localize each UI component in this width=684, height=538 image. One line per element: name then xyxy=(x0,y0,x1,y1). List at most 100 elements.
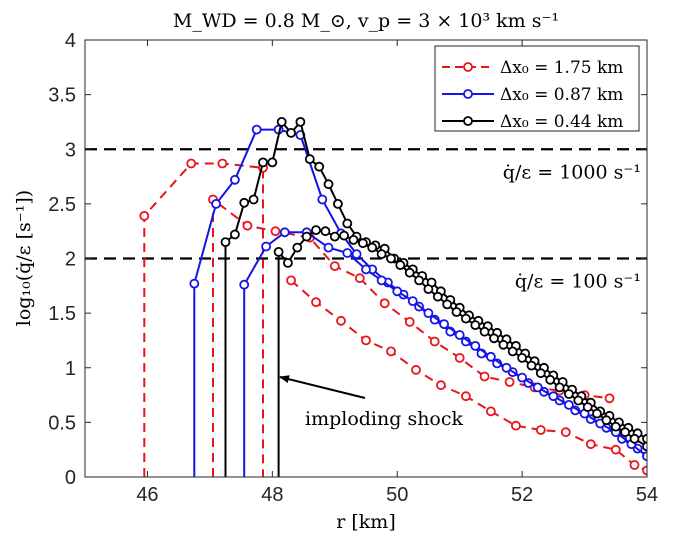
data-point xyxy=(314,161,325,172)
data-point xyxy=(511,420,521,431)
data-point xyxy=(295,117,306,127)
series-line xyxy=(143,162,264,477)
y-tick-label: 1.5 xyxy=(48,303,76,325)
data-point xyxy=(435,380,446,391)
legend-label: Δx₀ = 0.44 km xyxy=(500,112,623,132)
data-point xyxy=(323,242,334,253)
data-point xyxy=(592,408,602,419)
data-point xyxy=(610,444,621,455)
series-3 xyxy=(220,117,647,477)
y-tick-label: 2.5 xyxy=(48,194,76,216)
data-point xyxy=(317,194,328,205)
data-point xyxy=(498,339,509,350)
y-tick-label: 0 xyxy=(65,467,76,489)
data-point xyxy=(504,377,515,387)
data-point xyxy=(292,242,303,253)
data-point xyxy=(311,225,321,236)
data-point xyxy=(258,157,268,168)
x-axis-label: r [km] xyxy=(336,511,395,533)
data-point xyxy=(442,299,453,310)
reference-line-label: q̇/ε = 100 s⁻¹ xyxy=(515,271,641,293)
data-point xyxy=(270,226,281,237)
annotation-text: imploding shock xyxy=(305,408,464,430)
x-tick-label: 54 xyxy=(636,484,658,506)
data-point xyxy=(336,315,346,326)
reference-line-labels: q̇/ε = 1000 s⁻¹ q̇/ε = 100 s⁻¹ xyxy=(503,161,641,292)
data-point xyxy=(629,460,640,470)
data-point xyxy=(239,279,250,290)
data-point xyxy=(526,360,537,371)
data-point xyxy=(211,198,222,209)
data-point xyxy=(642,441,647,452)
data-point xyxy=(279,227,290,238)
data-point xyxy=(407,296,418,307)
data-point xyxy=(545,374,556,385)
data-point xyxy=(451,307,462,317)
data-point xyxy=(242,220,253,231)
data-point xyxy=(479,371,490,382)
data-point xyxy=(339,230,350,241)
reference-line-label: q̇/ε = 1000 s⁻¹ xyxy=(503,161,641,183)
data-point xyxy=(342,248,353,258)
series-line xyxy=(290,279,647,472)
data-point xyxy=(548,391,559,402)
data-point xyxy=(535,425,546,435)
data-point xyxy=(286,275,297,286)
data-point xyxy=(423,284,434,295)
data-point xyxy=(411,364,421,375)
data-point xyxy=(535,368,546,379)
data-point xyxy=(454,352,465,363)
data-point xyxy=(229,174,240,185)
data-point xyxy=(454,330,465,340)
data-point xyxy=(239,197,250,208)
data-point xyxy=(507,346,518,357)
data-point xyxy=(342,218,353,229)
data-point xyxy=(186,158,197,169)
y-tick-label: 4 xyxy=(65,30,76,52)
data-point xyxy=(301,231,312,242)
data-point xyxy=(361,264,371,275)
data-point xyxy=(348,234,359,245)
data-point xyxy=(282,257,293,268)
data-point xyxy=(392,286,403,297)
x-tick-label: 52 xyxy=(511,484,533,506)
data-point xyxy=(564,399,574,410)
legend-marker xyxy=(463,89,473,99)
x-tick-label: 46 xyxy=(136,484,158,506)
data-point xyxy=(517,352,527,363)
data-point xyxy=(532,382,543,393)
data-point xyxy=(273,246,284,257)
data-point xyxy=(601,415,612,426)
data-point xyxy=(329,231,340,242)
data-point xyxy=(642,433,647,444)
data-point xyxy=(414,275,425,286)
data-point xyxy=(485,351,496,362)
data-point xyxy=(376,275,387,286)
legend-marker xyxy=(463,62,473,72)
data-point xyxy=(139,210,150,221)
y-tick-label: 3.5 xyxy=(48,85,76,107)
data-point xyxy=(404,316,415,327)
axis-ticks: 46 48 50 52 54 0 0.5 1 1.5 2 2.5 3 3.5 4 xyxy=(48,30,658,506)
data-point xyxy=(189,278,200,289)
data-point xyxy=(573,395,584,406)
data-point xyxy=(585,439,596,450)
y-tick-label: 3 xyxy=(65,139,76,161)
data-point xyxy=(460,313,471,324)
y-tick-label: 1 xyxy=(65,358,76,380)
data-point xyxy=(311,297,321,308)
data-point xyxy=(217,158,228,169)
data-point xyxy=(470,320,481,331)
data-point xyxy=(276,117,287,127)
data-point xyxy=(501,362,512,373)
data-point xyxy=(376,249,387,260)
data-point xyxy=(220,237,231,248)
data-point xyxy=(379,298,390,309)
data-point xyxy=(386,346,396,357)
data-point xyxy=(395,260,406,271)
data-point xyxy=(485,406,496,417)
series-2 xyxy=(189,124,647,477)
chart-title: M_WD = 0.8 M_⊙, v_p = 3 × 10³ km s⁻¹ xyxy=(173,10,559,32)
data-point xyxy=(267,157,278,168)
